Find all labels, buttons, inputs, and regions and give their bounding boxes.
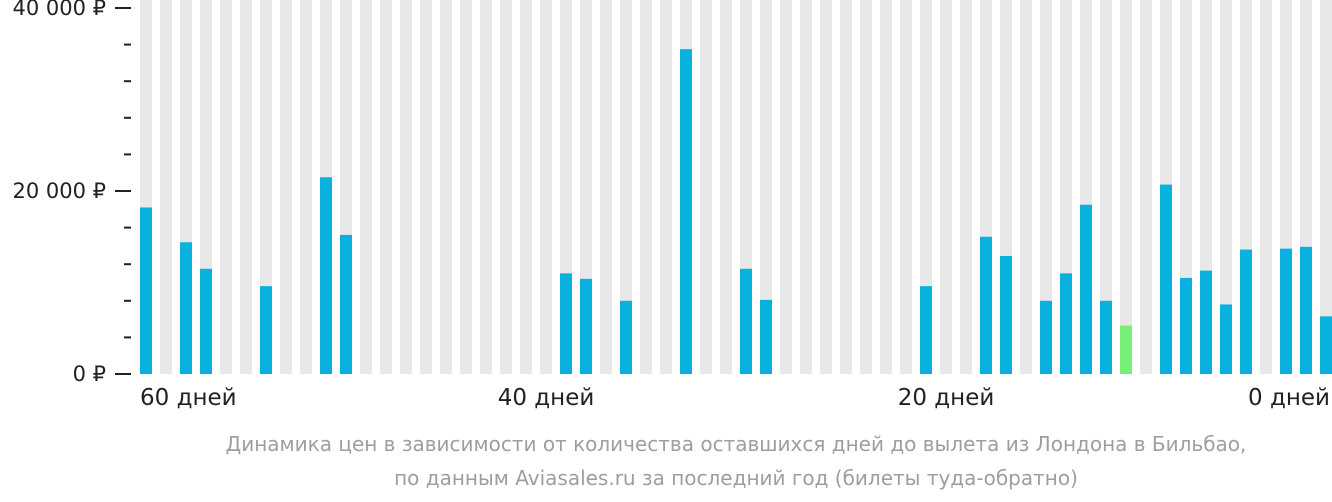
x-tick-label: 20 дней — [898, 385, 995, 411]
day-column — [1120, 0, 1132, 374]
x-tick-label: 60 дней — [140, 385, 237, 411]
day-column — [300, 0, 312, 374]
day-column — [460, 0, 472, 374]
price-bar[interactable] — [740, 268, 752, 374]
day-column — [620, 0, 632, 374]
price-bar[interactable] — [1320, 316, 1332, 374]
day-column — [1220, 0, 1232, 374]
day-column — [480, 0, 492, 374]
price-bar[interactable] — [920, 286, 932, 374]
day-column — [1020, 0, 1032, 374]
price-bar[interactable] — [340, 234, 352, 374]
background-columns — [140, 0, 1332, 374]
day-column — [360, 0, 372, 374]
day-column — [920, 0, 932, 374]
day-column — [400, 0, 412, 374]
day-column — [260, 0, 272, 374]
price-bar[interactable] — [1280, 248, 1292, 374]
y-tick-label: 20 000 ₽ — [12, 179, 106, 203]
day-column — [760, 0, 772, 374]
day-column — [860, 0, 872, 374]
y-tick-label: 40 000 ₽ — [12, 0, 106, 20]
day-column — [220, 0, 232, 374]
y-tick-label: 0 ₽ — [73, 362, 106, 386]
price-bar[interactable] — [1180, 277, 1192, 374]
price-bar[interactable] — [180, 242, 192, 374]
price-bar[interactable] — [580, 278, 592, 374]
day-column — [800, 0, 812, 374]
price-dynamics-chart: 40 000 ₽ 20 000 ₽ 0 ₽ 60 дней 40 дней 20 дне… — [12, 0, 1332, 411]
day-column — [160, 0, 172, 374]
x-tick-label: 40 дней — [498, 385, 595, 411]
day-column — [600, 0, 612, 374]
day-column — [960, 0, 972, 374]
price-bar[interactable] — [1040, 300, 1052, 374]
price-bar[interactable] — [1080, 204, 1092, 374]
day-column — [500, 0, 512, 374]
price-bar[interactable] — [320, 177, 332, 374]
day-column — [240, 0, 252, 374]
x-axis: 60 дней 40 дней 20 дней 0 дней — [140, 385, 1330, 411]
day-column — [380, 0, 392, 374]
day-column — [540, 0, 552, 374]
price-bar[interactable] — [1200, 270, 1212, 374]
day-column — [660, 0, 672, 374]
day-column — [880, 0, 892, 374]
chart-caption-line-1: Динамика цен в зависимости от количества… — [225, 432, 1247, 456]
day-column — [940, 0, 952, 374]
price-bar[interactable] — [980, 236, 992, 374]
price-bar[interactable] — [1000, 255, 1012, 374]
price-bar[interactable] — [760, 299, 772, 374]
price-bar[interactable] — [1300, 246, 1312, 374]
day-column — [1140, 0, 1152, 374]
day-column — [1100, 0, 1112, 374]
day-column — [640, 0, 652, 374]
day-column — [1260, 0, 1272, 374]
price-bar-min[interactable] — [1120, 325, 1132, 374]
price-bar[interactable] — [1160, 184, 1172, 374]
day-column — [1040, 0, 1052, 374]
price-bar[interactable] — [200, 268, 212, 374]
day-column — [700, 0, 712, 374]
price-bar[interactable] — [620, 300, 632, 374]
price-bars — [140, 49, 1332, 375]
chart-caption-line-2: по данным Aviasales.ru за последний год … — [394, 466, 1078, 490]
day-column — [840, 0, 852, 374]
day-column — [440, 0, 452, 374]
price-bar[interactable] — [140, 207, 152, 374]
day-column — [720, 0, 732, 374]
day-column — [780, 0, 792, 374]
price-bar[interactable] — [1060, 273, 1072, 374]
price-bar[interactable] — [260, 286, 272, 374]
day-column — [1320, 0, 1332, 374]
price-bar[interactable] — [560, 273, 572, 374]
price-bar[interactable] — [1240, 249, 1252, 374]
y-axis: 40 000 ₽ 20 000 ₽ 0 ₽ — [12, 0, 131, 386]
day-column — [520, 0, 532, 374]
day-column — [820, 0, 832, 374]
day-column — [420, 0, 432, 374]
price-bar[interactable] — [1100, 300, 1112, 374]
price-bar[interactable] — [680, 49, 692, 375]
price-bar[interactable] — [1220, 304, 1232, 374]
x-tick-label: 0 дней — [1248, 385, 1330, 411]
day-column — [900, 0, 912, 374]
day-column — [280, 0, 292, 374]
